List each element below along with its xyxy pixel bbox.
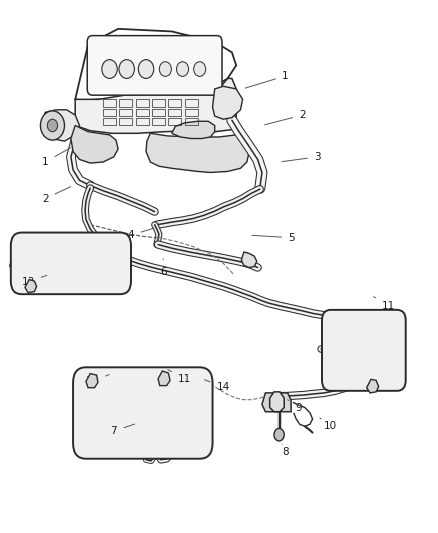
Circle shape: [177, 62, 188, 76]
Bar: [103, 99, 116, 107]
Text: 14: 14: [205, 379, 230, 392]
Bar: [168, 99, 181, 107]
Polygon shape: [75, 78, 236, 133]
Text: 11: 11: [168, 370, 191, 384]
Bar: [103, 118, 116, 125]
Circle shape: [40, 111, 64, 140]
FancyBboxPatch shape: [11, 232, 131, 294]
Polygon shape: [86, 374, 98, 387]
Bar: [168, 109, 181, 116]
Polygon shape: [43, 110, 79, 141]
Text: 6: 6: [160, 259, 166, 277]
Bar: [136, 118, 148, 125]
Bar: [103, 109, 116, 116]
Text: 5: 5: [252, 233, 295, 243]
Text: 11: 11: [374, 297, 395, 311]
Bar: [152, 109, 165, 116]
Circle shape: [274, 429, 284, 441]
Text: 1: 1: [245, 71, 289, 88]
Text: 8: 8: [282, 444, 289, 457]
Circle shape: [159, 62, 171, 76]
Circle shape: [119, 60, 134, 78]
Bar: [185, 109, 198, 116]
Bar: [120, 109, 132, 116]
Polygon shape: [241, 252, 257, 268]
Bar: [185, 118, 198, 125]
Text: 1: 1: [42, 148, 71, 167]
Text: 7: 7: [110, 424, 135, 436]
Bar: [120, 118, 132, 125]
Text: 12: 12: [86, 375, 109, 386]
Bar: [120, 99, 132, 107]
Polygon shape: [212, 86, 243, 119]
Text: 4: 4: [128, 228, 154, 240]
Circle shape: [138, 60, 154, 78]
Text: 3: 3: [282, 152, 321, 162]
Polygon shape: [71, 125, 118, 163]
Polygon shape: [262, 393, 291, 411]
Bar: [152, 118, 165, 125]
FancyBboxPatch shape: [87, 36, 222, 95]
Bar: [168, 118, 181, 125]
Polygon shape: [270, 392, 284, 411]
Polygon shape: [172, 122, 215, 139]
Text: 2: 2: [265, 110, 306, 125]
Bar: [152, 99, 165, 107]
Polygon shape: [146, 133, 249, 173]
Polygon shape: [158, 371, 170, 385]
FancyBboxPatch shape: [322, 310, 406, 391]
Text: 10: 10: [320, 418, 337, 431]
Polygon shape: [367, 379, 379, 393]
Circle shape: [194, 62, 206, 76]
FancyBboxPatch shape: [73, 367, 212, 459]
Circle shape: [47, 119, 58, 132]
Bar: [136, 109, 148, 116]
Circle shape: [102, 60, 117, 78]
Text: 9: 9: [288, 400, 302, 413]
Text: 13: 13: [21, 275, 47, 287]
Polygon shape: [25, 280, 36, 293]
Bar: [185, 99, 198, 107]
Text: 2: 2: [42, 187, 71, 204]
Bar: [136, 99, 148, 107]
